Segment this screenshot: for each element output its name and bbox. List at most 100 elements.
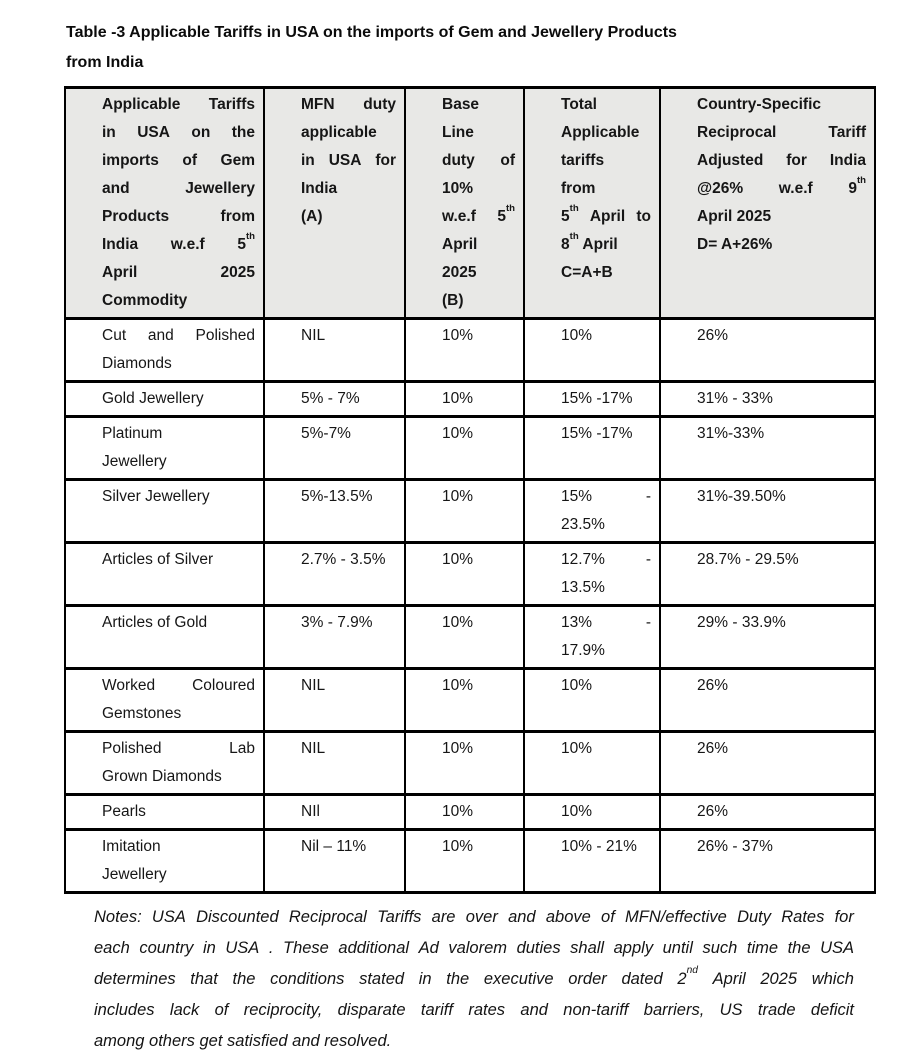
cell-mfn-duty: 5%-13.5% <box>263 478 406 544</box>
cell-commodity: Gold Jewellery <box>64 380 265 418</box>
text-line: and Jewellery <box>102 180 255 197</box>
table-title: Table -3 Applicable Tariffs in USA on th… <box>66 18 826 78</box>
text-line: 10% <box>442 327 474 344</box>
cell-reciprocal-tariff: 26% - 37% <box>659 828 876 894</box>
cell-reciprocal-tariff: 26% <box>659 317 876 383</box>
text-line: NIL <box>301 677 326 694</box>
cell-reciprocal-tariff: 31% - 33% <box>659 380 876 418</box>
cell-commodity: Pearls <box>64 793 265 831</box>
cell-total-applicable: 15% -17% <box>523 415 661 481</box>
table-body: Cut and Polished Diamonds NIL 10% 10% 26… <box>64 317 876 894</box>
text-line: April 2025 <box>697 208 772 225</box>
cell-total-applicable: 12.7% - 13.5% <box>523 541 661 607</box>
text-line: 10% <box>442 740 474 757</box>
cell-mfn-duty: NIL <box>263 317 406 383</box>
text-line: Diamonds <box>102 355 172 372</box>
text-line: 10% <box>561 740 593 757</box>
cell-base-line-duty: 10% <box>404 380 525 418</box>
text-line: 10% <box>442 614 474 631</box>
text-line: 2.7% - 3.5% <box>301 551 386 568</box>
text-line: 15% - <box>561 488 651 505</box>
text-line: 10% <box>442 425 474 442</box>
header-cell-reciprocal-tariff: Country-Specific Reciprocal Tariff Adjus… <box>659 86 876 320</box>
text-line: 29% - 33.9% <box>697 614 786 631</box>
text-line: 5%-13.5% <box>301 488 373 505</box>
text-line: 15% -17% <box>561 390 633 407</box>
text-line: 13.5% <box>561 579 605 596</box>
text-line: each country in USA . These additional A… <box>94 939 854 957</box>
text-line: 10% - 21% <box>561 838 637 855</box>
text-line: from <box>561 180 596 197</box>
text-line: India <box>301 180 338 197</box>
text-line: Commodity <box>102 292 188 309</box>
text-line: 13% - <box>561 614 651 631</box>
text-line: among others get satisfied and resolved. <box>94 1032 392 1050</box>
text-line: 5th April to <box>561 202 651 225</box>
text-line: 10% <box>561 677 593 694</box>
cell-total-applicable: 10% <box>523 793 661 831</box>
table-header: Applicable Tariffs in USA on the imports… <box>64 86 876 320</box>
text-line: 23.5% <box>561 516 605 533</box>
text-line: C=A+B <box>561 264 613 281</box>
text-line: tariffs <box>561 152 605 169</box>
cell-reciprocal-tariff: 31%-33% <box>659 415 876 481</box>
text-line: 5%-7% <box>301 425 351 442</box>
text-line: Pearls <box>102 803 146 820</box>
text-line: 10% <box>561 803 593 820</box>
text-line: NIL <box>301 327 326 344</box>
cell-total-applicable: 15% -17% <box>523 380 661 418</box>
text-line: 10% <box>442 803 474 820</box>
text-line: April 2025 <box>102 264 255 281</box>
text-line: 3% - 7.9% <box>301 614 373 631</box>
cell-mfn-duty: NIL <box>263 730 406 796</box>
text-line: Articles of Gold <box>102 614 208 631</box>
cell-total-applicable: 10% <box>523 667 661 733</box>
text-line: Total <box>561 96 597 113</box>
text-line: 5% - 7% <box>301 390 360 407</box>
cell-reciprocal-tariff: 28.7% - 29.5% <box>659 541 876 607</box>
header-cell-base-line-duty: Base Line duty of 10% w.e.f 5th April 20… <box>404 86 525 320</box>
text-line: Jewellery <box>102 866 167 883</box>
header-cell-mfn-duty: MFN duty applicable in USA for India (A) <box>263 86 406 320</box>
text-line: 10% <box>442 677 474 694</box>
text-line: 26% <box>697 740 729 757</box>
text-line: 10% <box>442 551 474 568</box>
cell-commodity: Cut and Polished Diamonds <box>64 317 265 383</box>
text-line: determines that the conditions stated in… <box>94 964 854 988</box>
text-line: 26% - 37% <box>697 838 773 855</box>
header-row: Applicable Tariffs in USA on the imports… <box>64 86 876 320</box>
text-line: Base <box>442 96 480 113</box>
cell-mfn-duty: NIL <box>263 667 406 733</box>
text-line: April <box>442 236 478 253</box>
table-row: Pearls NIl 10% 10% 26% <box>64 793 876 831</box>
text-line: NIL <box>301 740 326 757</box>
table-row: Articles of Gold 3% - 7.9% 10% 13% - 17.… <box>64 604 876 670</box>
text-line: India w.e.f 5th <box>102 230 255 253</box>
text-line: Silver Jewellery <box>102 488 210 505</box>
text-line: 10% <box>561 327 593 344</box>
text-line: Applicable <box>561 124 640 141</box>
text-line: 15% -17% <box>561 425 633 442</box>
text-line: 10% <box>442 838 474 855</box>
table-row: Platinum Jewellery 5%-7% 10% 15% -17% 31… <box>64 415 876 481</box>
notes: Notes: USA Discounted Reciprocal Tariffs… <box>94 902 854 1057</box>
text-line: 10% <box>442 390 474 407</box>
text-line: Products from <box>102 208 255 225</box>
text-line: 8th April <box>561 230 618 253</box>
text-line: 26% <box>697 677 729 694</box>
text-line: 31%-39.50% <box>697 488 786 505</box>
cell-commodity: Articles of Gold <box>64 604 265 670</box>
tariff-table: Applicable Tariffs in USA on the imports… <box>64 86 876 894</box>
table-row: Cut and Polished Diamonds NIL 10% 10% 26… <box>64 317 876 383</box>
text-line: Worked Coloured <box>102 677 255 694</box>
cell-mfn-duty: NIl <box>263 793 406 831</box>
cell-reciprocal-tariff: 26% <box>659 793 876 831</box>
table-row: Articles of Silver 2.7% - 3.5% 10% 12.7%… <box>64 541 876 607</box>
text-line: Platinum <box>102 425 163 442</box>
cell-reciprocal-tariff: 26% <box>659 667 876 733</box>
cell-total-applicable: 10% - 21% <box>523 828 661 894</box>
text-line: 28.7% - 29.5% <box>697 551 799 568</box>
text-line: 26% <box>697 327 729 344</box>
text-line: (A) <box>301 208 323 225</box>
